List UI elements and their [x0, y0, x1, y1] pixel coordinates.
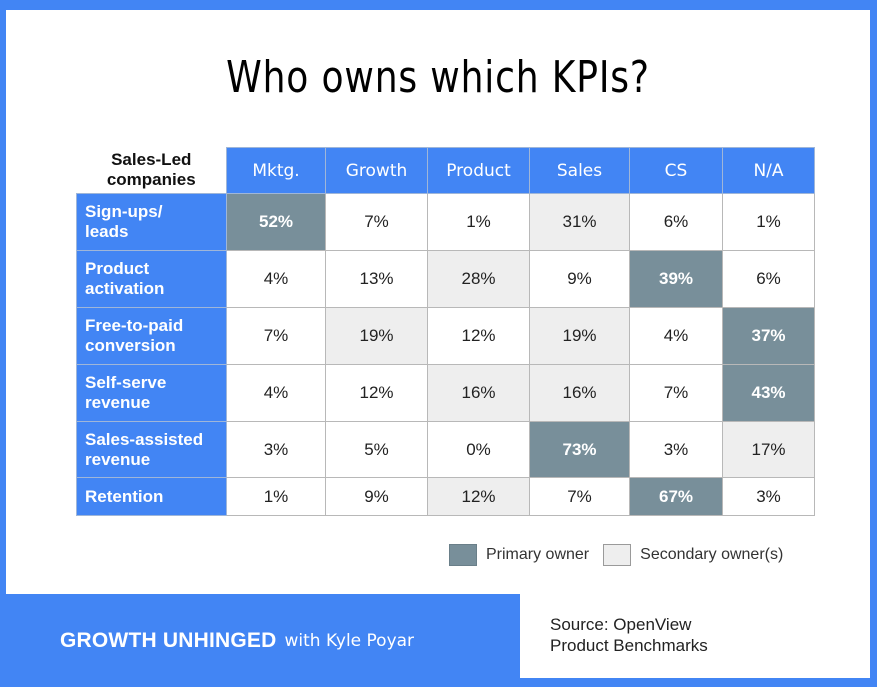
footer-brand: GROWTH UNHINGED with Kyle Poyar — [0, 594, 520, 687]
row-header-line2: leads — [85, 222, 129, 241]
row-header-line2: activation — [85, 279, 165, 298]
row-header-line1: Retention — [85, 486, 164, 506]
table-row: Retention 1% 9% 12% 7% 67% 3% — [76, 477, 815, 516]
value-cell: 4% — [629, 307, 723, 365]
value-cell: 12% — [325, 364, 428, 422]
row-header-line2: revenue — [85, 393, 151, 412]
value-cell: 7% — [529, 477, 630, 516]
primary-owner-swatch — [449, 544, 477, 566]
row-header: Retention — [76, 477, 227, 516]
value-cell: 1% — [226, 477, 326, 516]
column-header-cs: CS — [629, 147, 723, 194]
value-cell: 6% — [629, 193, 723, 251]
value-cell: 3% — [226, 421, 326, 478]
table-row: Self-serve revenue 4% 12% 16% 16% 7% 43% — [76, 364, 815, 422]
legend-primary-label: Primary owner — [486, 546, 590, 563]
secondary-owner-cell: 17% — [722, 421, 815, 478]
source-line2: Product Benchmarks — [550, 636, 708, 655]
row-header-line1: Self-serve — [85, 373, 167, 392]
row-header: Sign-ups/leads — [76, 193, 227, 251]
secondary-owner-cell: 19% — [325, 307, 428, 365]
column-header-sales: Sales — [529, 147, 630, 194]
value-cell: 9% — [529, 250, 630, 308]
value-cell: 7% — [629, 364, 723, 422]
value-cell: 5% — [325, 421, 428, 478]
column-header-growth: Growth — [325, 147, 428, 194]
primary-owner-cell: 37% — [722, 307, 815, 365]
secondary-owner-swatch — [603, 544, 632, 566]
row-header-line2: conversion — [85, 336, 176, 355]
row-header-line1: Free-to-paid — [85, 316, 184, 335]
value-cell: 7% — [325, 193, 428, 251]
header-row: Sales-Led companies Mktg. Growth Product… — [76, 147, 815, 194]
row-header-line1: Sign-ups/ — [85, 202, 163, 221]
secondary-owner-cell: 16% — [427, 364, 530, 422]
canvas: Who owns which KPIs? Sales-Led companies… — [6, 10, 870, 594]
secondary-owner-cell: 12% — [427, 477, 530, 516]
source-note: Source: OpenView Product Benchmarks — [520, 594, 870, 678]
value-cell: 13% — [325, 250, 428, 308]
primary-owner-cell: 67% — [629, 477, 723, 516]
source-line1: Source: OpenView — [550, 615, 692, 634]
value-cell: 7% — [226, 307, 326, 365]
value-cell: 0% — [427, 421, 530, 478]
secondary-owner-cell: 16% — [529, 364, 630, 422]
column-header-product: Product — [427, 147, 530, 194]
brand-byline: with Kyle Poyar — [284, 630, 415, 651]
row-header: Free-to-paid conversion — [76, 307, 227, 365]
column-header-mktg: Mktg. — [226, 147, 326, 194]
corner-label-line1: Sales-Led — [111, 150, 192, 170]
table-row: Free-to-paid conversion 7% 19% 12% 19% 4% 37% — [76, 307, 815, 365]
table-row: Sign-ups/leads 52% 7% 1% 31% 6% 1% — [76, 193, 815, 251]
kpi-ownership-table: Sales-Led companies Mktg. Growth Product… — [76, 147, 815, 516]
legend-secondary-label: Secondary owner(s) — [640, 546, 784, 563]
primary-owner-cell: 73% — [529, 421, 630, 478]
value-cell: 9% — [325, 477, 428, 516]
value-cell: 6% — [722, 250, 815, 308]
secondary-owner-cell: 19% — [529, 307, 630, 365]
legend: Primary owner Secondary owner(s) — [449, 544, 783, 566]
primary-owner-cell: 43% — [722, 364, 815, 422]
row-header-line2: revenue — [85, 449, 151, 469]
table-row: Product activation 4% 13% 28% 9% 39% 6% — [76, 250, 815, 308]
row-header: Sales-assisted revenue — [76, 421, 227, 478]
primary-owner-cell: 39% — [629, 250, 723, 308]
column-header-na: N/A — [722, 147, 815, 194]
row-header-line1: Product — [85, 259, 150, 278]
brand-name: GROWTH UNHINGED — [60, 628, 277, 652]
corner-label: Sales-Led companies — [76, 147, 227, 194]
row-header-line1: Sales-assisted — [85, 429, 204, 449]
secondary-owner-cell: 31% — [529, 193, 630, 251]
row-header: Self-serve revenue — [76, 364, 227, 422]
page-title: Who owns which KPIs? — [226, 52, 650, 103]
table-row: Sales-assisted revenue 3% 5% 0% 73% 3% 17% — [76, 421, 815, 478]
value-cell: 3% — [722, 477, 815, 516]
value-cell: 1% — [427, 193, 530, 251]
value-cell: 1% — [722, 193, 815, 251]
value-cell: 12% — [427, 307, 530, 365]
primary-owner-cell: 52% — [226, 193, 326, 251]
corner-label-line2: companies — [106, 170, 196, 190]
value-cell: 3% — [629, 421, 723, 478]
value-cell: 4% — [226, 250, 326, 308]
value-cell: 4% — [226, 364, 326, 422]
secondary-owner-cell: 28% — [427, 250, 530, 308]
row-header: Product activation — [76, 250, 227, 308]
